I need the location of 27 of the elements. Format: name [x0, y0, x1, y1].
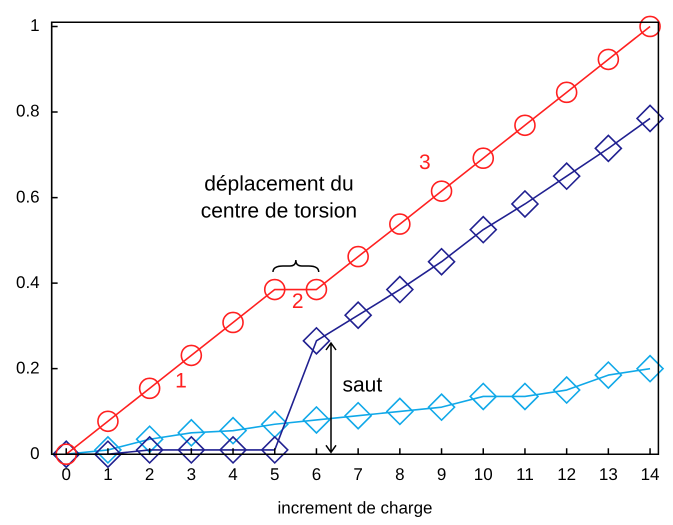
x-tick-label: 4 — [228, 465, 238, 484]
annotation: déplacement du centre de torsion — [200, 172, 358, 222]
y-tick-label: 0 — [30, 444, 40, 463]
x-axis-title: increment de charge — [278, 498, 433, 518]
annotation: saut — [342, 374, 382, 397]
x-tick-label: 2 — [144, 465, 154, 484]
x-tick-label: 1 — [103, 465, 113, 484]
y-tick-label: 1 — [30, 16, 40, 36]
x-tick-label: 3 — [186, 465, 196, 484]
annotation: 3 — [419, 151, 431, 174]
y-tick-label: 0.8 — [16, 102, 40, 121]
x-tick-label: 5 — [270, 465, 280, 484]
x-tick-label: 11 — [516, 465, 534, 484]
x-tick-label: 6 — [312, 465, 322, 484]
x-tick-label: 9 — [436, 465, 446, 484]
y-tick-label: 0.6 — [16, 187, 40, 206]
x-tick-label: 0 — [61, 465, 71, 484]
y-tick-label: 0.4 — [16, 272, 40, 292]
x-tick-label: 8 — [395, 465, 405, 484]
annotation: 1 — [175, 369, 187, 392]
annotation: 2 — [292, 290, 304, 314]
y-tick-label: 0.2 — [16, 358, 40, 378]
x-tick-label: 7 — [353, 465, 363, 484]
x-tick-label: 10 — [474, 465, 493, 484]
x-tick-label: 12 — [557, 465, 576, 484]
x-tick-label: 14 — [640, 465, 660, 484]
x-tick-label: 13 — [598, 465, 618, 484]
